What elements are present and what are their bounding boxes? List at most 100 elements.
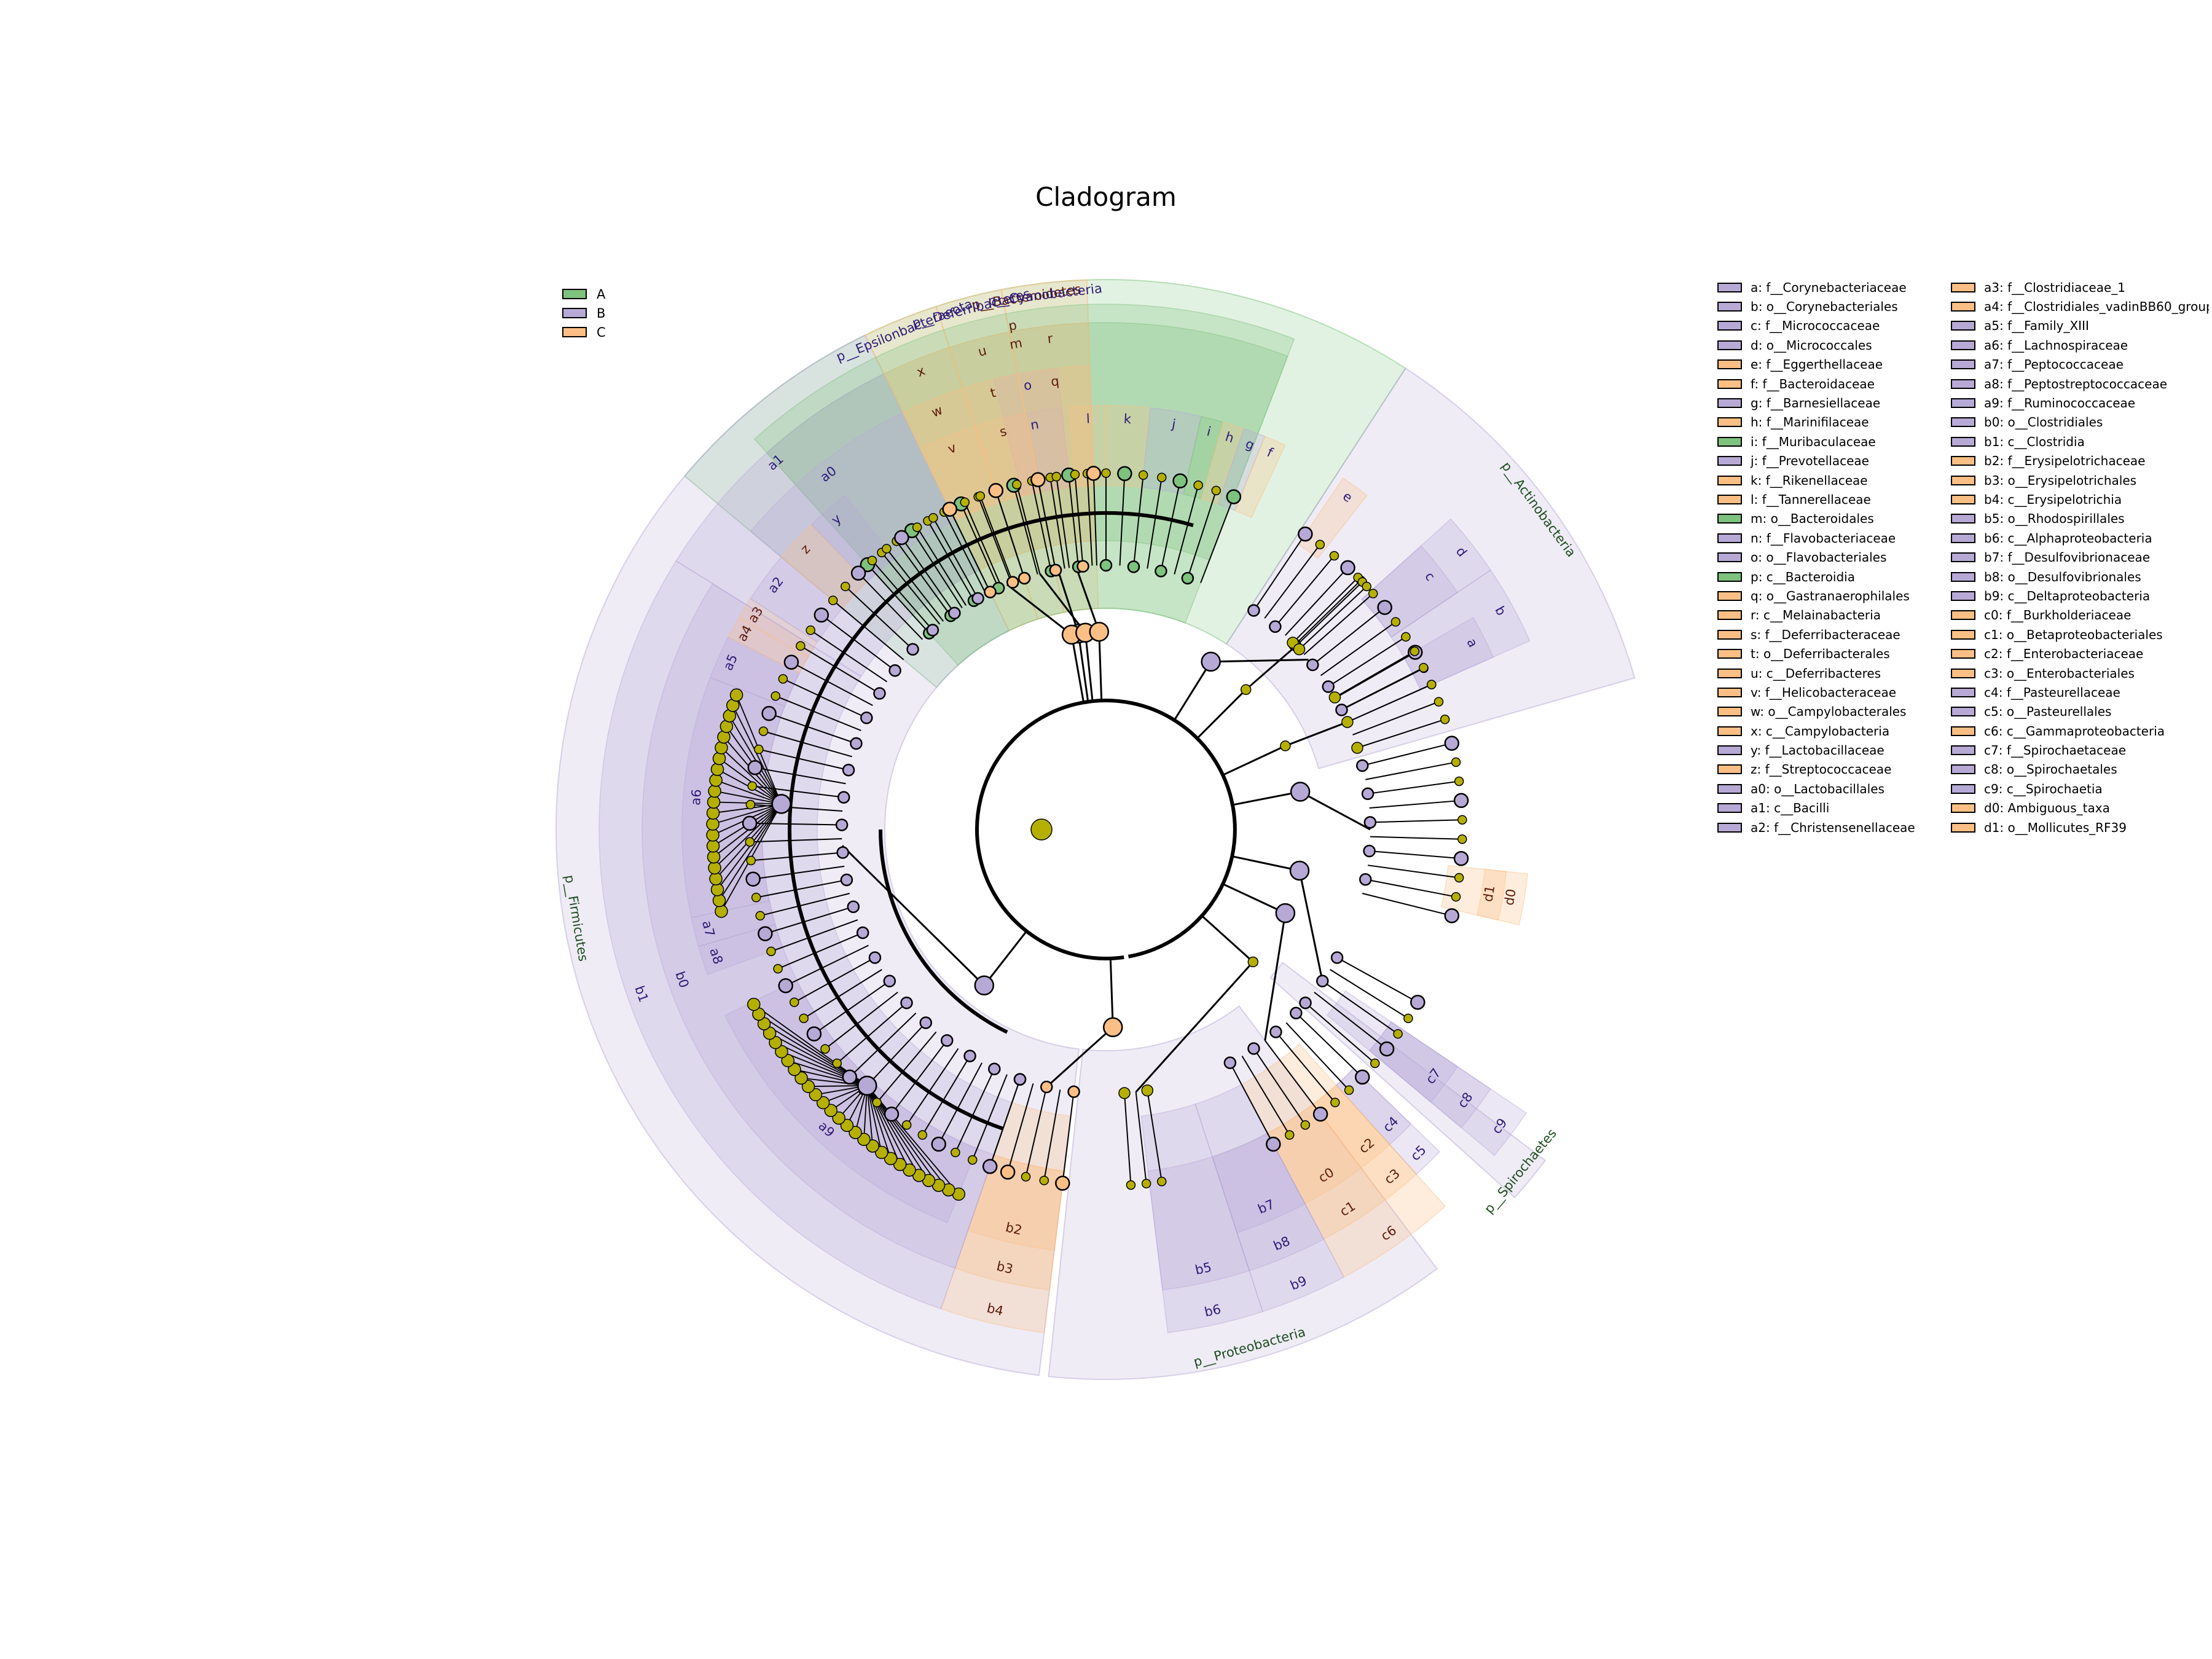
clade-node bbox=[1099, 559, 1113, 572]
leaf-node bbox=[1370, 1058, 1380, 1069]
leaf-node bbox=[824, 1104, 837, 1118]
leaf-node bbox=[1344, 1085, 1354, 1095]
bacteroidetes-arc bbox=[947, 511, 1194, 557]
leaf-branch bbox=[763, 731, 852, 758]
clade-node bbox=[971, 592, 984, 605]
leaf-branch bbox=[716, 803, 782, 890]
leaf-node bbox=[1329, 551, 1339, 561]
abbr-legend-item: w: o__Campylobacterales bbox=[1717, 702, 1951, 721]
leaf-node bbox=[867, 555, 877, 566]
abbr-legend-item: a0: o__Lactobacillales bbox=[1717, 779, 1951, 798]
legend-swatch bbox=[1951, 707, 1975, 717]
clade-sector bbox=[1361, 518, 1491, 638]
clade-label: r bbox=[1046, 331, 1054, 347]
leaf-node bbox=[975, 491, 986, 501]
leaf-branch bbox=[777, 932, 863, 970]
leaf-node bbox=[884, 1106, 900, 1122]
clade-node bbox=[919, 1016, 932, 1029]
clade-node bbox=[842, 764, 855, 777]
clade-node bbox=[926, 624, 939, 637]
clade-sector bbox=[1335, 1067, 1412, 1145]
abbr-legend-item: c1: o__Betaproteobacteriales bbox=[1951, 625, 2209, 644]
legend-swatch bbox=[1717, 707, 1742, 717]
clade-node bbox=[1299, 996, 1312, 1010]
legend-swatch bbox=[1717, 649, 1742, 659]
abbr-legend-item: b1: c__Clostridia bbox=[1951, 432, 2209, 451]
clade-node bbox=[1269, 620, 1282, 633]
legend-label: c1: o__Betaproteobacteriales bbox=[1984, 627, 2163, 642]
legend-label: i: f__Muribaculaceae bbox=[1751, 434, 1876, 449]
leaf-branch bbox=[1043, 1089, 1061, 1181]
abbr-legend-item: a6: f__Lachnospiraceae bbox=[1951, 335, 2209, 355]
leaf-branch bbox=[800, 645, 880, 694]
leaf-branch bbox=[1295, 581, 1363, 647]
legend-swatch bbox=[1951, 514, 1975, 524]
clade-sectors bbox=[598, 304, 1531, 1333]
legend-swatch bbox=[1951, 533, 1975, 543]
leaf-node bbox=[745, 799, 756, 810]
abbr-legend-item: a9: f__Ruminococcaceae bbox=[1951, 393, 2209, 412]
leaf-branch bbox=[949, 509, 991, 592]
clade-sector bbox=[902, 388, 1000, 521]
leaf-node bbox=[850, 565, 866, 581]
leaf-branch bbox=[1352, 701, 1439, 735]
leaf-node bbox=[799, 1013, 809, 1024]
leaf-node bbox=[1284, 1130, 1295, 1140]
leaf-node bbox=[710, 763, 724, 776]
leaf-node bbox=[894, 530, 909, 546]
leaf-node bbox=[1444, 908, 1460, 924]
leaf-node bbox=[988, 483, 1004, 498]
leaf-branch bbox=[989, 1079, 1021, 1167]
legend-swatch bbox=[1717, 571, 1742, 582]
legend-swatch bbox=[1951, 475, 1975, 485]
abbr-legend-item: a2: f__Christensenellaceae bbox=[1717, 818, 1951, 837]
leaf-branch bbox=[1200, 496, 1234, 583]
legend-swatch bbox=[1717, 552, 1742, 563]
leaf-branch bbox=[810, 629, 888, 683]
clade-sector bbox=[1234, 436, 1286, 519]
leaf-branch bbox=[995, 490, 1026, 579]
abbr-legend-item: o: o__Flavobacteriales bbox=[1717, 547, 1951, 567]
leaf-node bbox=[1070, 469, 1080, 479]
phylum-node bbox=[1102, 1017, 1123, 1038]
legend-label: c8: o__Spirochaetales bbox=[1984, 762, 2117, 777]
legend-label: c2: f__Enterobacteriaceae bbox=[1984, 646, 2144, 662]
legend-swatch bbox=[1951, 649, 1975, 659]
legend-label: n: f__Flavobacteriaceae bbox=[1751, 530, 1896, 546]
abbr-legend-item: n: f__Flavobacteriaceae bbox=[1717, 528, 1951, 547]
leaf-branch bbox=[960, 503, 1000, 589]
leaf-branch bbox=[1314, 991, 1387, 1049]
leaf-branch bbox=[775, 695, 861, 731]
clade-sector bbox=[1298, 477, 1368, 559]
leaf-branch bbox=[943, 511, 987, 595]
leaf-branch bbox=[1160, 480, 1181, 571]
leaf-node bbox=[1340, 560, 1355, 576]
clade-node bbox=[1335, 704, 1348, 716]
legend-swatch bbox=[1717, 590, 1742, 601]
leaf-branch bbox=[825, 991, 898, 1049]
abbr-legend-item: g: f__Barnesiellaceae bbox=[1717, 393, 1951, 412]
legend-label: r: c__Melainabacteria bbox=[1751, 608, 1881, 623]
legend-swatch bbox=[1951, 282, 1975, 292]
phylum-sector bbox=[1269, 962, 1547, 1199]
phylum-branch bbox=[1070, 634, 1085, 703]
clade-node bbox=[1363, 816, 1377, 829]
legend-swatch bbox=[1951, 398, 1975, 409]
legend-swatch bbox=[1951, 436, 1975, 447]
leaf-node bbox=[712, 893, 726, 908]
clade-label: d0 bbox=[1502, 888, 1519, 906]
leaf-node bbox=[967, 1155, 978, 1165]
leaf-node bbox=[789, 997, 799, 1007]
legend-swatch bbox=[1951, 378, 1975, 389]
clade-node bbox=[837, 791, 850, 804]
legend-swatch bbox=[1951, 494, 1975, 504]
clade-node bbox=[1269, 1026, 1282, 1038]
clade-node bbox=[850, 737, 863, 750]
legend-label: w: o__Campylobacterales bbox=[1751, 704, 1907, 720]
leaf-branch bbox=[1335, 651, 1416, 699]
clade-sector bbox=[641, 582, 995, 1269]
leaf-branch bbox=[1365, 761, 1456, 780]
leaf-node bbox=[1454, 873, 1464, 883]
leaf-branch bbox=[814, 980, 890, 1035]
clade-node bbox=[1293, 643, 1306, 656]
